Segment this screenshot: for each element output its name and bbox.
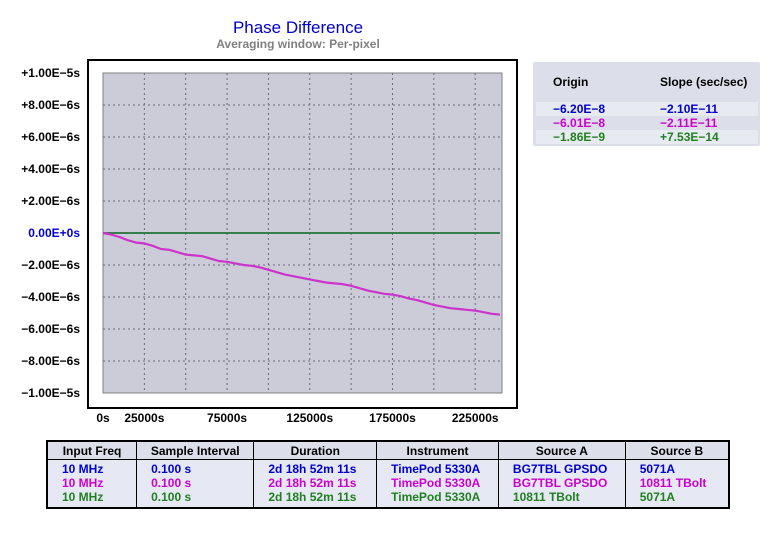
legend-origin-value: −1.86E−9 <box>553 130 606 144</box>
x-tick-label: 175000s <box>369 411 416 425</box>
legend-row: −6.01E−8 −2.11E−11 <box>536 116 758 130</box>
legend-origin-value: −6.01E−8 <box>553 116 606 130</box>
x-tick-label: 25000s <box>124 411 164 425</box>
table-header-row: Input Freq Sample Interval Duration Inst… <box>47 441 729 460</box>
y-tick-label: −4.00E−6s <box>21 290 80 304</box>
header-source-a: Source A <box>497 441 626 460</box>
series-line <box>102 231 501 316</box>
x-tick-label: 225000s <box>452 411 499 425</box>
y-tick-label: −1.00E−5s <box>21 386 80 400</box>
x-tick-label: 125000s <box>286 411 333 425</box>
table-cell: 10 MHz <box>47 490 137 508</box>
header-input-freq: Input Freq <box>47 441 137 460</box>
legend-header-slope: Slope (sec/sec) <box>660 75 748 89</box>
table-cell: TimePod 5330A <box>376 459 499 476</box>
table-cell: 2d 18h 52m 11s <box>253 459 377 476</box>
y-tick-label: +1.00E−5s <box>21 66 80 80</box>
phase-difference-chart: +1.00E−5s +8.00E−6s +6.00E−6s +4.00E−6s +2.0… <box>21 59 518 425</box>
y-tick-label: −8.00E−6s <box>21 354 80 368</box>
header-instrument: Instrument <box>376 441 499 460</box>
chart-title: Phase Difference <box>232 18 364 37</box>
legend-slope-value: −2.10E−11 <box>660 102 719 116</box>
y-tick-label: −6.00E−6s <box>21 322 80 336</box>
y-tick-label: +4.00E−6s <box>21 162 80 176</box>
table-cell: 0.100 s <box>136 459 254 476</box>
table-cell: 0.100 s <box>136 476 254 490</box>
measurement-info-table: Input Freq Sample Interval Duration Inst… <box>46 440 730 509</box>
table-cell: 0.100 s <box>136 490 254 508</box>
table-cell: BG7TBL GPSDO <box>497 459 626 476</box>
y-tick-label: +2.00E−6s <box>21 194 80 208</box>
x-tick-label: 75000s <box>207 411 247 425</box>
x-axis-tick-labels: 0s 25000s 75000s 125000s 175000s 225000s <box>96 411 499 425</box>
y-tick-label: 0.00E+0s <box>28 226 80 240</box>
x-tick-label: 0s <box>96 411 110 425</box>
table-row: 10 MHz 0.100 s 2d 18h 52m 11s TimePod 53… <box>47 490 729 508</box>
y-tick-label: −2.00E−6s <box>21 258 80 272</box>
table-cell: TimePod 5330A <box>376 476 499 490</box>
table-cell: 10811 TBolt <box>624 476 729 490</box>
legend-row: −6.20E−8 −2.10E−11 <box>536 102 758 116</box>
y-axis-tick-labels: +1.00E−5s +8.00E−6s +6.00E−6s +4.00E−6s +2.0… <box>21 66 80 400</box>
table-row: 10 MHz 0.100 s 2d 18h 52m 11s TimePod 53… <box>47 476 729 490</box>
table-cell: 5071A <box>624 459 729 476</box>
legend-header-origin: Origin <box>553 75 589 89</box>
series-lines <box>102 231 501 316</box>
header-source-b: Source B <box>624 441 729 460</box>
legend-slope-value: −2.11E−11 <box>660 116 718 130</box>
table-cell: 10 MHz <box>47 476 137 490</box>
table-cell: TimePod 5330A <box>376 490 499 508</box>
table-cell: 5071A <box>624 490 729 508</box>
y-tick-label: +8.00E−6s <box>21 98 80 112</box>
chart-subtitle: Averaging window: Per-pixel <box>216 37 380 51</box>
table-cell: BG7TBL GPSDO <box>497 476 626 490</box>
y-tick-label: +6.00E−6s <box>21 130 80 144</box>
legend-row: −1.86E−9 +7.53E−14 <box>536 130 758 144</box>
table-cell: 2d 18h 52m 11s <box>253 490 377 508</box>
header-duration: Duration <box>253 441 377 460</box>
table-cell: 2d 18h 52m 11s <box>253 476 377 490</box>
header-sample-interval: Sample Interval <box>136 441 254 460</box>
legend-origin-value: −6.20E−8 <box>553 102 606 116</box>
table-row: 10 MHz 0.100 s 2d 18h 52m 11s TimePod 53… <box>47 459 729 476</box>
table-cell: 10 MHz <box>47 459 137 476</box>
legend-slope-value: +7.53E−14 <box>660 130 719 144</box>
table-cell: 10811 TBolt <box>497 490 626 508</box>
